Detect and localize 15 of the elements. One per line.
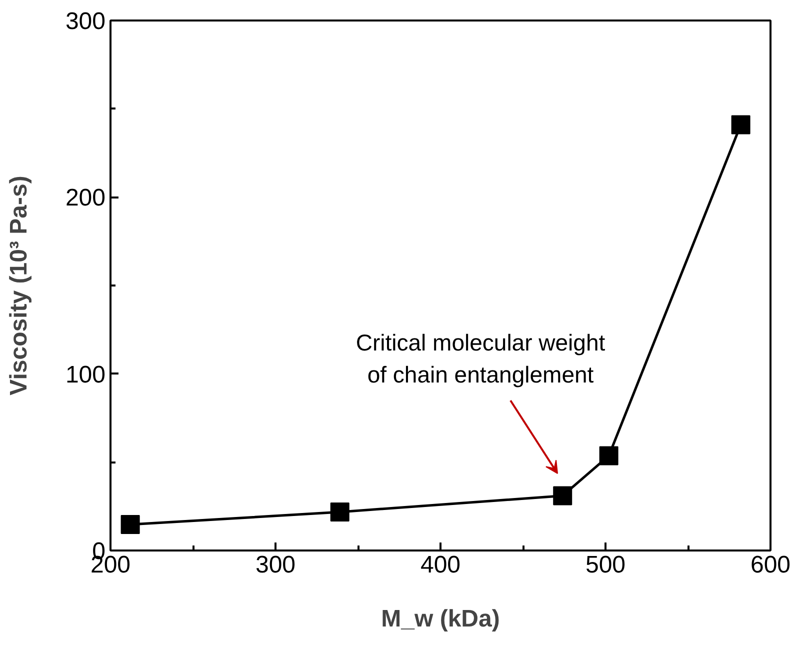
point [599, 446, 618, 466]
x-tick-label: 600 [750, 552, 791, 578]
point [553, 486, 572, 506]
point [731, 115, 750, 134]
y-tick-label: 200 [65, 184, 106, 212]
x-axis-title: M_w (kDa) [381, 606, 500, 632]
point [330, 502, 350, 522]
annotation: Critical molecular weight of chain entanglement [356, 330, 606, 388]
x-tick-label: 400 [420, 552, 461, 578]
point [120, 515, 140, 534]
y-tick-label: 300 [65, 8, 106, 35]
x-tick-label: 300 [255, 552, 296, 578]
y-tick-label: 100 [65, 361, 106, 388]
x-tick-label: 500 [585, 552, 626, 578]
y-axis-title: Viscosity (10³ Pa-s) [5, 176, 32, 396]
